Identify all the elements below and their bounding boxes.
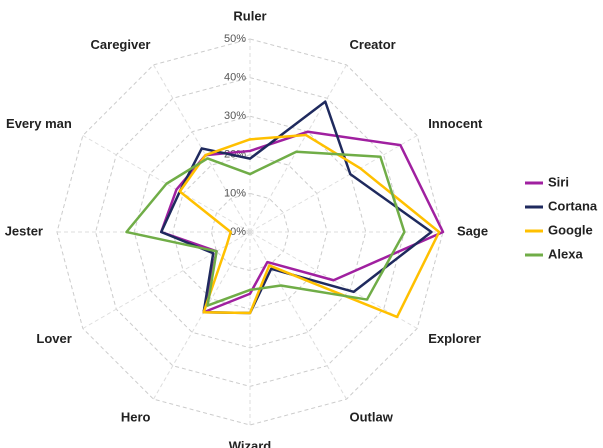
legend-label: Google [548,222,593,237]
spoke [249,135,418,233]
axis-label: Lover [36,331,71,346]
axis-label: Every man [6,116,72,131]
axis-label: Caregiver [91,37,151,52]
y-tick-label: 0% [230,226,246,238]
axis-label: Ruler [233,8,266,23]
axis-label: Jester [5,223,43,238]
spoke [153,231,251,400]
series-line [125,150,406,307]
series-line [159,130,445,314]
axis-label: Sage [457,223,488,238]
spoke [82,231,251,329]
axis-label: Innocent [428,116,483,131]
legend-label: Alexa [548,246,583,261]
axis-label: Hero [121,410,151,425]
axis-label: Outlaw [350,410,394,425]
legend-label: Siri [548,174,569,189]
spoke [249,231,347,400]
axis-label: Creator [350,37,396,52]
y-tick-label: 10% [224,187,246,199]
axis-label: Wizard [229,438,272,448]
series-line [178,133,441,319]
legend-label: Cortana [548,198,598,213]
axis-label: Explorer [428,331,481,346]
y-tick-label: 50% [224,33,246,45]
y-tick-label: 30% [224,110,246,122]
y-tick-label: 40% [224,72,246,84]
grid-ring [56,38,444,426]
